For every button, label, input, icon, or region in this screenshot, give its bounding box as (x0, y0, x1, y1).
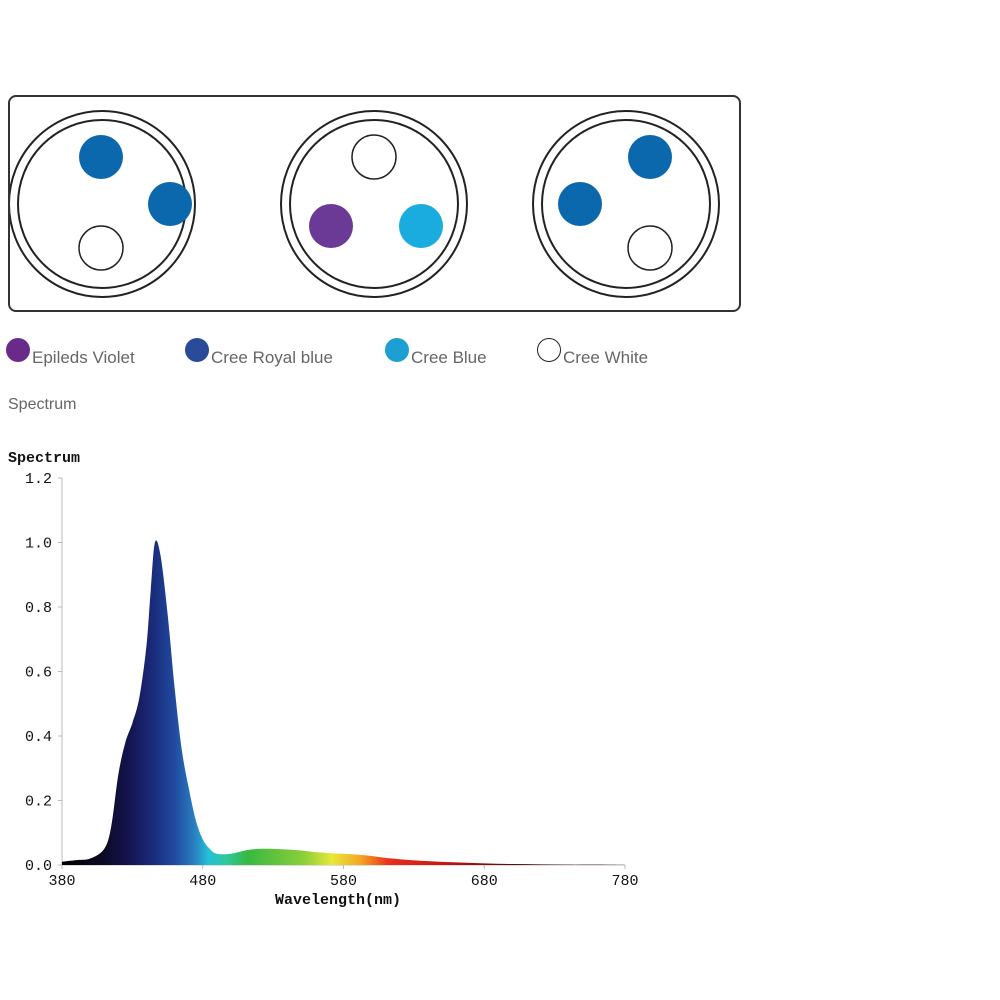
legend-label: Cree Blue (411, 348, 487, 367)
legend-label: Cree White (563, 348, 649, 367)
chart-title: Spectrum (8, 450, 80, 467)
pod-inner-ring (289, 119, 459, 289)
led-royal-blue (79, 135, 123, 179)
led-royal-blue (148, 182, 192, 226)
violet-swatch-icon (6, 338, 30, 362)
y-tick-label: 0.4 (25, 729, 52, 746)
y-tick-label: 0.6 (25, 665, 52, 682)
royal-blue-swatch-icon (185, 338, 209, 362)
x-tick-label: 380 (48, 873, 75, 890)
led-royal-blue (558, 182, 602, 226)
x-tick-label: 680 (471, 873, 498, 890)
led-pod-right (532, 110, 720, 298)
y-axis-ticks: 0.0 0.2 0.4 0.6 0.8 1.0 1.2 (25, 471, 62, 875)
led-royal-blue (628, 135, 672, 179)
y-tick-label: 1.0 (25, 536, 52, 553)
led-white (627, 225, 673, 271)
x-tick-label: 780 (611, 873, 638, 890)
spectrum-chart: Spectrum 0.0 0.2 0.4 0.6 0.8 1.0 1.2 380 480 580… (8, 450, 639, 909)
white-swatch-icon (537, 338, 561, 362)
legend-item-royal-blue: Cree Royal blue (185, 338, 333, 368)
x-tick-label: 480 (189, 873, 216, 890)
pod-inner-ring (541, 119, 711, 289)
legend-item-violet: Epileds Violet (6, 338, 135, 368)
section-label: Spectrum (8, 396, 77, 413)
led-blue (399, 204, 443, 248)
led-pod-center (280, 110, 468, 298)
legend-label: Epileds Violet (32, 348, 135, 367)
light-fixture (8, 95, 741, 312)
pod-outer-ring (532, 110, 720, 298)
x-tick-label: 580 (330, 873, 357, 890)
x-axis-label: Wavelength(nm) (275, 892, 401, 909)
led-pod-left (8, 110, 196, 298)
led-violet (309, 204, 353, 248)
led-white (351, 134, 397, 180)
legend-item-blue: Cree Blue (385, 338, 487, 368)
y-tick-label: 1.2 (25, 471, 52, 488)
y-tick-label: 0.2 (25, 794, 52, 811)
pod-outer-ring (280, 110, 468, 298)
legend-item-white: Cree White (537, 338, 649, 368)
y-tick-label: 0.8 (25, 600, 52, 617)
x-axis-ticks: 380 480 580 680 780 (48, 865, 639, 890)
legend-label: Cree Royal blue (211, 348, 333, 367)
y-tick-label: 0.0 (25, 858, 52, 875)
spectrum-area (62, 540, 625, 865)
led-white (78, 225, 124, 271)
blue-swatch-icon (385, 338, 409, 362)
fixture-diagram (8, 110, 720, 298)
